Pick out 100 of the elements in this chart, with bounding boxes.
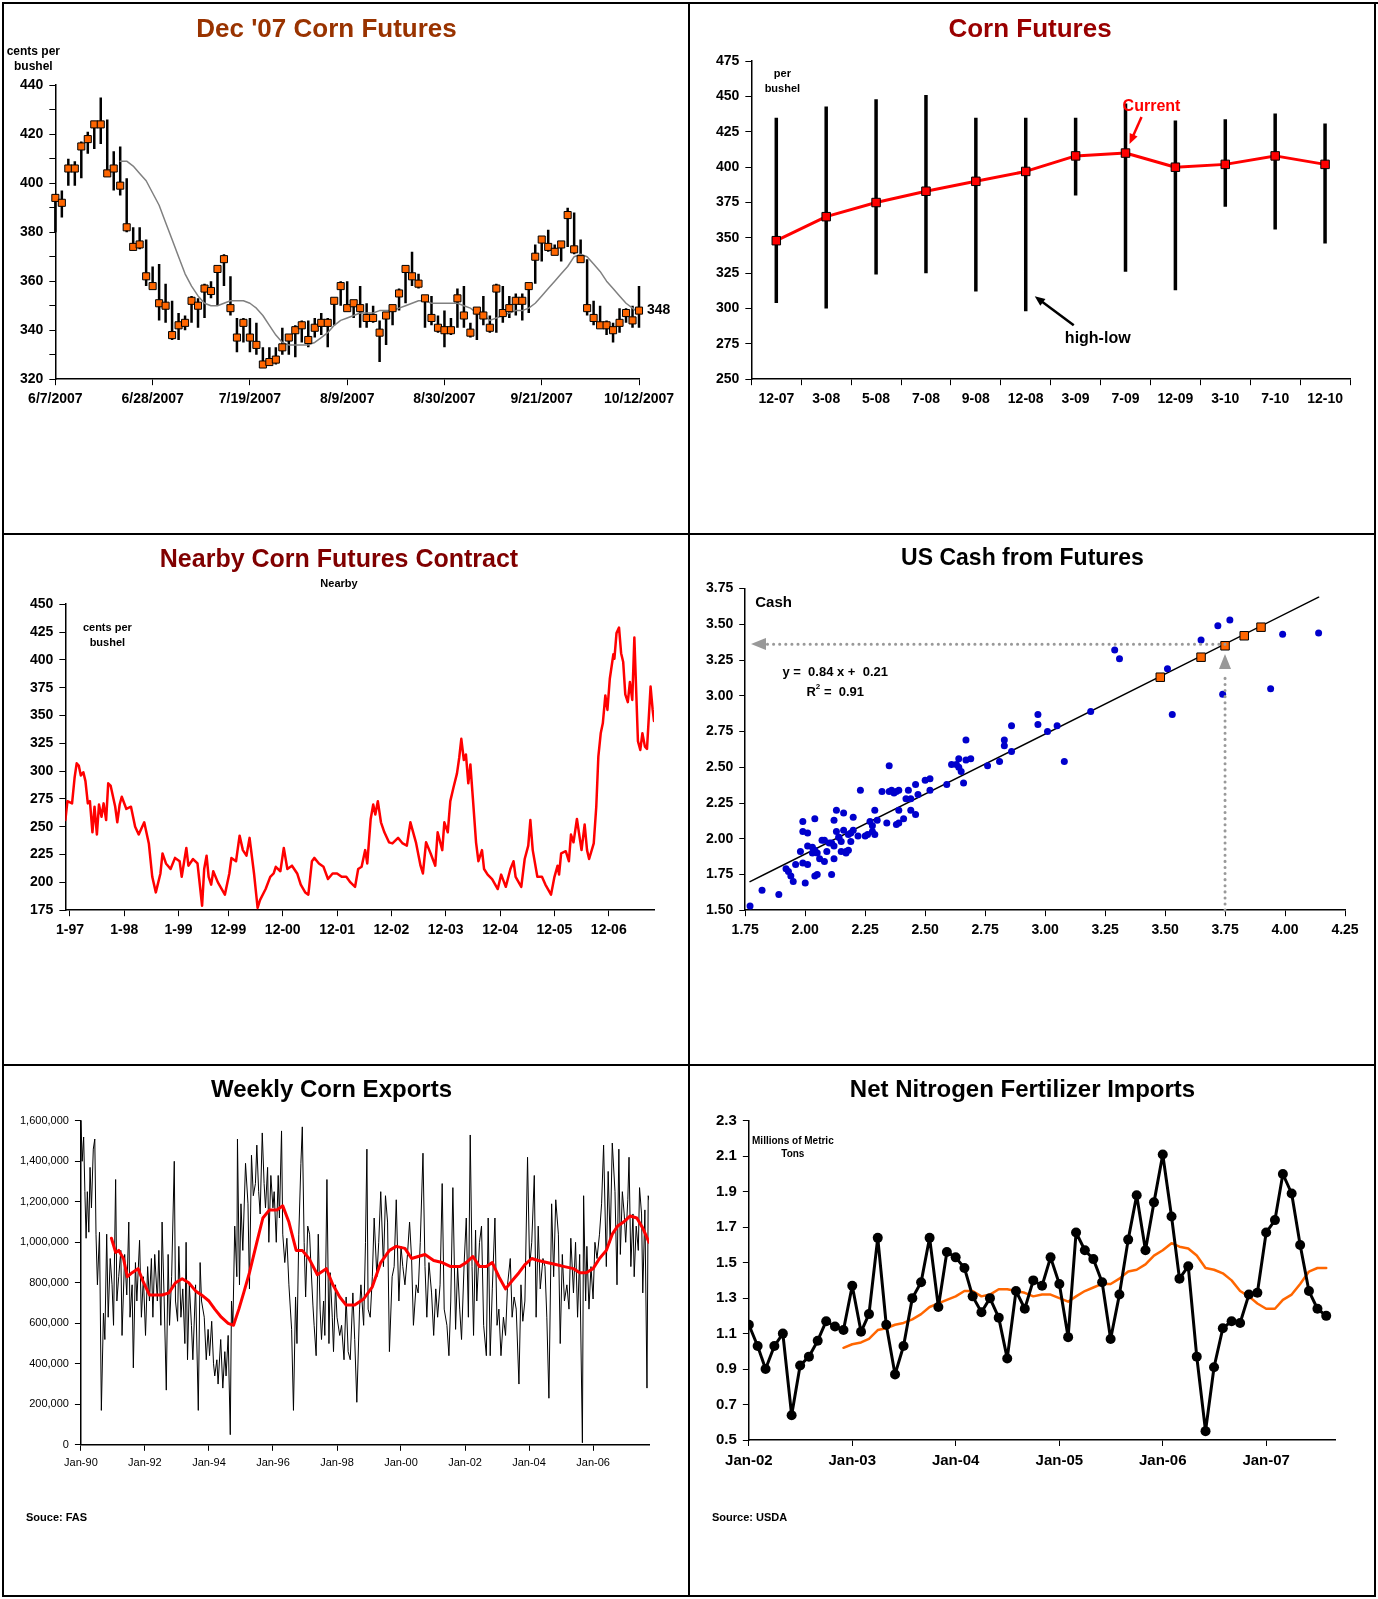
x-tick-label: Jan-02 — [448, 1456, 482, 1469]
x-tick-label: Jan-05 — [1035, 1451, 1084, 1469]
y-tick-label: 2.25 — [706, 793, 734, 810]
x-tick-label: 7-08 — [911, 390, 941, 407]
y-tick-label: 800,000 — [29, 1275, 69, 1288]
x-tick-label: 12-02 — [373, 921, 410, 938]
y-tick-label: 275 — [30, 789, 54, 806]
y-tick-label: 1.75 — [706, 865, 734, 882]
y-tick-label: 440 — [20, 76, 44, 93]
x-tick-label: 7/19/2007 — [218, 390, 282, 407]
y-tick-label: 225 — [30, 845, 54, 862]
y-tick-label: 400 — [20, 174, 44, 191]
x-tick-label: 3.00 — [1031, 921, 1059, 938]
x-tick-label: Jan-06 — [1138, 1451, 1187, 1469]
x-tick-label: 12-10 — [1307, 390, 1344, 407]
y-tick-label: 2.00 — [706, 829, 734, 846]
y-tick-label: 375 — [716, 193, 740, 210]
y-tick-label: 600,000 — [29, 1316, 69, 1329]
x-tick-label: 9/21/2007 — [510, 390, 574, 407]
x-tick-label: 1-99 — [164, 921, 193, 938]
y-tick-label: 275 — [716, 334, 740, 351]
y-tick-label: 2.75 — [706, 722, 734, 739]
x-tick-label: 3-08 — [812, 390, 841, 407]
x-tick-label: 3-09 — [1061, 390, 1090, 407]
chart-title: Weekly Corn Exports — [211, 1075, 452, 1103]
y-tick-label: 175 — [30, 901, 54, 918]
y-tick-label: 1,400,000 — [20, 1154, 69, 1167]
y-tick-label: 2.1 — [715, 1146, 737, 1164]
x-tick-label: 12-09 — [1157, 390, 1194, 407]
x-tick-label: 12-07 — [758, 390, 795, 407]
y-tick-label: 200,000 — [29, 1397, 69, 1410]
x-tick-label: 3.75 — [1211, 921, 1239, 938]
y-tick-label: 0.7 — [715, 1394, 737, 1412]
chart-title: Nearby Corn Futures Contract — [159, 543, 519, 572]
x-tick-label: 12-05 — [536, 921, 573, 938]
y-tick-label: 0.5 — [715, 1430, 737, 1448]
y-tick-label: 320 — [20, 370, 44, 387]
x-tick-label: 3.25 — [1091, 921, 1119, 938]
y-tick-label: 360 — [20, 272, 44, 289]
x-tick-label: 3.50 — [1151, 921, 1179, 938]
y-tick-label: 1.50 — [706, 901, 734, 918]
chart-title: Dec '07 Corn Futures — [196, 12, 457, 43]
annotation: 348 — [647, 301, 671, 318]
x-tick-label: Jan-04 — [931, 1451, 981, 1469]
y-axis-title: Millions of Metric Tons — [752, 1134, 835, 1159]
y-tick-label: 475 — [716, 52, 740, 69]
chart-title: US Cash from Futures — [901, 544, 1144, 571]
x-tick-label: 12-03 — [427, 921, 464, 938]
x-tick-label: Jan-90 — [64, 1456, 98, 1469]
y-tick-label: 1,000,000 — [20, 1235, 69, 1248]
y-tick-label: 325 — [716, 264, 740, 281]
y-axis-title: per bushel — [764, 67, 801, 94]
x-tick-label: Jan-04 — [512, 1456, 546, 1469]
y-tick-label: 0.9 — [715, 1359, 737, 1377]
x-tick-label: 12-01 — [319, 921, 356, 938]
x-tick-label: 7-10 — [1261, 390, 1290, 407]
x-tick-label: 10/12/2007 — [603, 390, 675, 407]
y-tick-label: 250 — [716, 370, 740, 387]
y-tick-label: 400 — [716, 158, 740, 175]
x-tick-label: 2.25 — [851, 921, 880, 938]
x-tick-label: 7-09 — [1111, 390, 1140, 407]
x-tick-label: 12-99 — [210, 921, 247, 938]
x-tick-label: 4.00 — [1271, 921, 1299, 938]
y-tick-label: 400,000 — [29, 1356, 69, 1369]
y-tick-label: 1.3 — [715, 1288, 737, 1306]
x-tick-label: Jan-03 — [828, 1451, 877, 1469]
x-tick-label: 12-00 — [264, 921, 301, 938]
y-tick-label: 2.50 — [706, 758, 734, 775]
y-tick-label: 450 — [716, 87, 740, 104]
x-tick-label: 8/30/2007 — [413, 390, 476, 407]
x-tick-label: Jan-92 — [128, 1456, 162, 1469]
x-tick-label: 8/9/2007 — [319, 390, 375, 407]
y-tick-label: 0 — [62, 1437, 69, 1450]
x-tick-label: 1.75 — [731, 921, 760, 938]
x-tick-label: 2.50 — [911, 921, 940, 938]
y-tick-label: 200 — [30, 873, 54, 890]
y-tick-label: 375 — [30, 678, 54, 695]
y-tick-label: 340 — [20, 321, 44, 338]
y-axis-title: cents per bushel — [82, 621, 133, 648]
x-tick-label: Jan-00 — [384, 1456, 418, 1469]
y-tick-label: 350 — [716, 228, 740, 245]
y-tick-label: 1,600,000 — [20, 1113, 69, 1126]
y-axis-title: Cash — [755, 592, 792, 610]
text: Souce: FAS — [26, 1511, 88, 1524]
y-tick-label: 3.00 — [706, 686, 734, 703]
x-tick-label: Jan-98 — [320, 1456, 354, 1469]
chart-subtitle: Nearby — [320, 576, 359, 589]
x-tick-label: Jan-07 — [1242, 1451, 1290, 1469]
x-tick-label: 6/7/2007 — [28, 390, 83, 407]
x-tick-label: 2.00 — [791, 921, 820, 938]
y-axis-title: cents per bushel — [6, 43, 61, 74]
y-tick-label: 420 — [20, 125, 44, 142]
x-tick-label: 12-08 — [1007, 390, 1044, 407]
y-tick-label: 1,200,000 — [20, 1194, 69, 1207]
y-tick-label: 250 — [30, 817, 54, 834]
x-tick-label: 12-04 — [482, 921, 519, 938]
x-tick-label: Jan-02 — [725, 1451, 773, 1469]
x-tick-label: 1-97 — [55, 921, 85, 938]
x-tick-label: 3-10 — [1211, 390, 1240, 407]
y-tick-label: 300 — [30, 761, 54, 778]
